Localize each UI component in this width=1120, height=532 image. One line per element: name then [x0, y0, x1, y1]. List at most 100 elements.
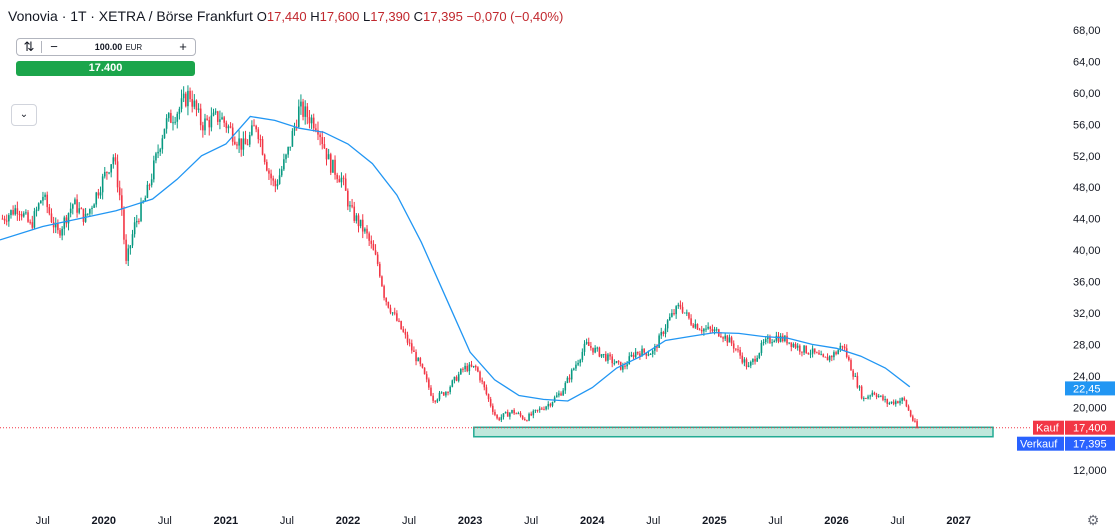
- candle-body: [641, 348, 643, 357]
- candle-body: [912, 416, 914, 421]
- chevron-down-icon[interactable]: ⌄: [11, 104, 37, 126]
- candle-body: [587, 341, 590, 346]
- buy-price-button[interactable]: 17.400: [16, 61, 195, 76]
- candle-body: [135, 220, 138, 223]
- candle-body: [227, 126, 230, 129]
- candle-body: [877, 396, 880, 398]
- candle-body: [351, 205, 353, 207]
- candle-body: [368, 233, 370, 241]
- candle-body: [666, 320, 669, 329]
- candle-body: [236, 144, 238, 146]
- candle-body: [758, 353, 761, 359]
- candle-body: [613, 363, 616, 365]
- candle-body: [438, 392, 441, 400]
- candle-body: [845, 348, 848, 357]
- candle-body: [366, 228, 368, 234]
- candle-body: [732, 343, 735, 349]
- candle-body: [799, 345, 801, 352]
- x-tick-label: Jul: [402, 515, 416, 527]
- candle-body: [521, 415, 524, 420]
- candle-body: [225, 122, 228, 129]
- candle-body: [22, 213, 25, 217]
- x-tick-label: 2020: [92, 515, 116, 527]
- y-tick-label: 32,00: [1073, 308, 1101, 320]
- y-tick-label: 24,00: [1073, 371, 1101, 383]
- candle-body: [722, 337, 724, 339]
- candle-body: [276, 183, 279, 187]
- candle-body: [112, 157, 115, 165]
- candle-body: [833, 352, 835, 358]
- candle-body: [600, 354, 603, 357]
- close-label: C: [413, 9, 424, 24]
- candle-body: [95, 192, 98, 205]
- candle-body: [626, 364, 628, 367]
- candle-body: [739, 349, 741, 356]
- candle-body: [705, 328, 707, 330]
- candle-body: [187, 90, 189, 107]
- candle-body: [189, 90, 191, 100]
- candle-body: [108, 172, 110, 174]
- x-tick-label: Jul: [36, 515, 50, 527]
- candle-body: [63, 217, 66, 229]
- candle-body: [869, 395, 871, 397]
- candle-body: [263, 154, 266, 162]
- candle-body: [828, 355, 831, 361]
- candle-body: [673, 313, 675, 315]
- candle-body: [624, 365, 626, 367]
- candle-body: [323, 144, 326, 149]
- candle-body: [583, 343, 586, 352]
- candle-body: [300, 101, 302, 107]
- candle-body: [897, 401, 899, 404]
- candle-body: [903, 397, 906, 400]
- decrease-button[interactable]: −: [50, 39, 58, 54]
- x-tick-label: 2021: [214, 515, 238, 527]
- candle-body: [146, 184, 149, 198]
- candle-body: [302, 101, 304, 117]
- candle-body: [204, 118, 206, 131]
- candle-body: [244, 138, 247, 145]
- candle-body: [726, 335, 729, 343]
- candle-body: [749, 361, 752, 366]
- candle-body: [29, 221, 31, 223]
- candle-body: [353, 206, 356, 221]
- quantity-unit: EUR: [125, 43, 143, 52]
- candle-body: [498, 418, 501, 420]
- candle-body: [144, 197, 147, 202]
- candle-body: [489, 399, 492, 406]
- candle-body: [210, 115, 213, 128]
- reset-icon[interactable]: ⇅: [23, 39, 35, 54]
- candle-body: [709, 326, 712, 330]
- candle-body: [436, 399, 439, 402]
- candle-body: [389, 307, 392, 313]
- candle-body: [536, 409, 539, 411]
- candle-body: [374, 250, 377, 255]
- candle-body: [285, 154, 287, 160]
- x-tick-label: Jul: [891, 515, 905, 527]
- candle-body: [223, 117, 225, 123]
- candle-body: [423, 367, 426, 375]
- candle-body: [50, 213, 53, 223]
- candle-body: [777, 335, 780, 342]
- candle-body: [385, 297, 388, 302]
- candle-body: [681, 306, 684, 313]
- candle-body: [496, 414, 498, 419]
- candle-body: [909, 410, 912, 417]
- candle-body: [796, 345, 799, 348]
- candle-body: [82, 208, 85, 222]
- candle-body: [671, 313, 673, 317]
- candle-body: [822, 354, 825, 357]
- candle-body: [462, 368, 464, 370]
- settings-icon[interactable]: ⚙: [1086, 512, 1100, 528]
- candle-body: [830, 355, 833, 358]
- candle-body: [78, 208, 80, 213]
- increase-button[interactable]: +: [179, 39, 187, 54]
- candle-body: [862, 398, 865, 400]
- candle-body: [131, 234, 134, 246]
- candle-body: [464, 365, 466, 370]
- candle-body: [379, 263, 381, 277]
- quantity-stepper[interactable]: ⇅ − 100.00 EUR +: [16, 38, 196, 56]
- candle-body: [180, 98, 183, 109]
- candle-body: [865, 398, 867, 400]
- candle-body: [349, 205, 351, 207]
